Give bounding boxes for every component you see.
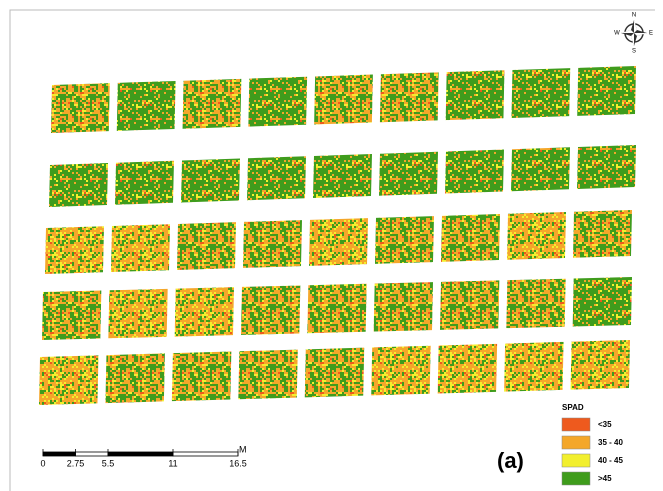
scale-segment xyxy=(107,451,174,457)
compass-e: E xyxy=(649,31,653,37)
field-plot xyxy=(182,78,242,129)
field-plot xyxy=(49,163,108,207)
scale-label: 16.5 xyxy=(229,458,247,468)
scale-bar: 0 2.75 5.5 11 16.5 M xyxy=(40,444,246,468)
compass-w: W xyxy=(614,31,620,37)
field-plot xyxy=(307,283,367,334)
legend-label: 40 - 45 xyxy=(598,456,623,465)
panel-label: (a) xyxy=(497,448,524,473)
field-plot xyxy=(108,288,168,339)
scale-segment xyxy=(75,451,109,457)
field-plot xyxy=(309,218,368,266)
field-plot xyxy=(577,145,636,189)
field-plot xyxy=(573,210,632,258)
field-plot xyxy=(379,72,439,123)
compass-n: N xyxy=(632,13,636,19)
field-plot xyxy=(577,66,636,116)
field-plot xyxy=(105,353,165,404)
field-plot xyxy=(375,216,434,264)
scale-unit: M xyxy=(239,444,247,454)
field-plot xyxy=(511,68,571,119)
scale-label: 0 xyxy=(40,458,45,468)
field-plot xyxy=(111,224,170,272)
field-plot xyxy=(570,340,630,390)
field-plot xyxy=(445,149,504,194)
field-plot xyxy=(42,290,102,340)
field-plot xyxy=(379,151,438,196)
field-plot xyxy=(314,74,373,125)
field-plot xyxy=(440,280,500,330)
scale-label: 11 xyxy=(168,458,177,468)
field-plot xyxy=(115,160,174,205)
field-plot xyxy=(177,222,236,270)
field-plot xyxy=(506,278,566,329)
field-plot xyxy=(511,147,570,192)
legend-label: >45 xyxy=(598,474,612,483)
field-plot xyxy=(572,277,632,327)
field-plot xyxy=(313,154,372,198)
legend-label: 35 - 40 xyxy=(598,438,623,447)
field-plot xyxy=(174,287,234,337)
field-plot xyxy=(248,76,308,127)
legend-swatch xyxy=(561,435,591,450)
frame xyxy=(9,9,655,491)
field-plot xyxy=(504,341,564,392)
field-plots xyxy=(39,66,636,405)
field-plot xyxy=(437,343,498,394)
scale-label: 5.5 xyxy=(102,458,115,468)
field-plot xyxy=(304,347,365,398)
field-plot xyxy=(247,156,306,201)
field-plot xyxy=(243,220,302,268)
field-plot xyxy=(45,226,104,274)
field-plot xyxy=(181,158,240,203)
field-plot xyxy=(238,349,298,400)
field-plot xyxy=(51,83,110,133)
legend-swatch xyxy=(561,471,591,486)
scale-segment xyxy=(42,451,76,457)
field-plot xyxy=(507,212,566,260)
field-plot xyxy=(371,345,431,396)
scale-segment xyxy=(172,451,239,457)
legend-label: <35 xyxy=(598,420,612,429)
field-plot xyxy=(241,285,301,335)
field-plot xyxy=(171,351,232,402)
legend-title: SPAD xyxy=(562,403,584,412)
field-plot xyxy=(445,70,505,121)
field-plot xyxy=(441,214,500,262)
field-plot xyxy=(39,355,99,405)
legend-swatch xyxy=(561,453,591,468)
legend-swatch xyxy=(561,417,591,432)
field-plot xyxy=(116,80,176,131)
scale-label: 2.75 xyxy=(67,458,85,468)
field-plot xyxy=(373,282,433,332)
legend: SPAD <35 35 - 40 40 - 45 >45 xyxy=(561,403,623,486)
compass-s: S xyxy=(632,49,636,55)
compass: N S E W xyxy=(614,13,653,55)
